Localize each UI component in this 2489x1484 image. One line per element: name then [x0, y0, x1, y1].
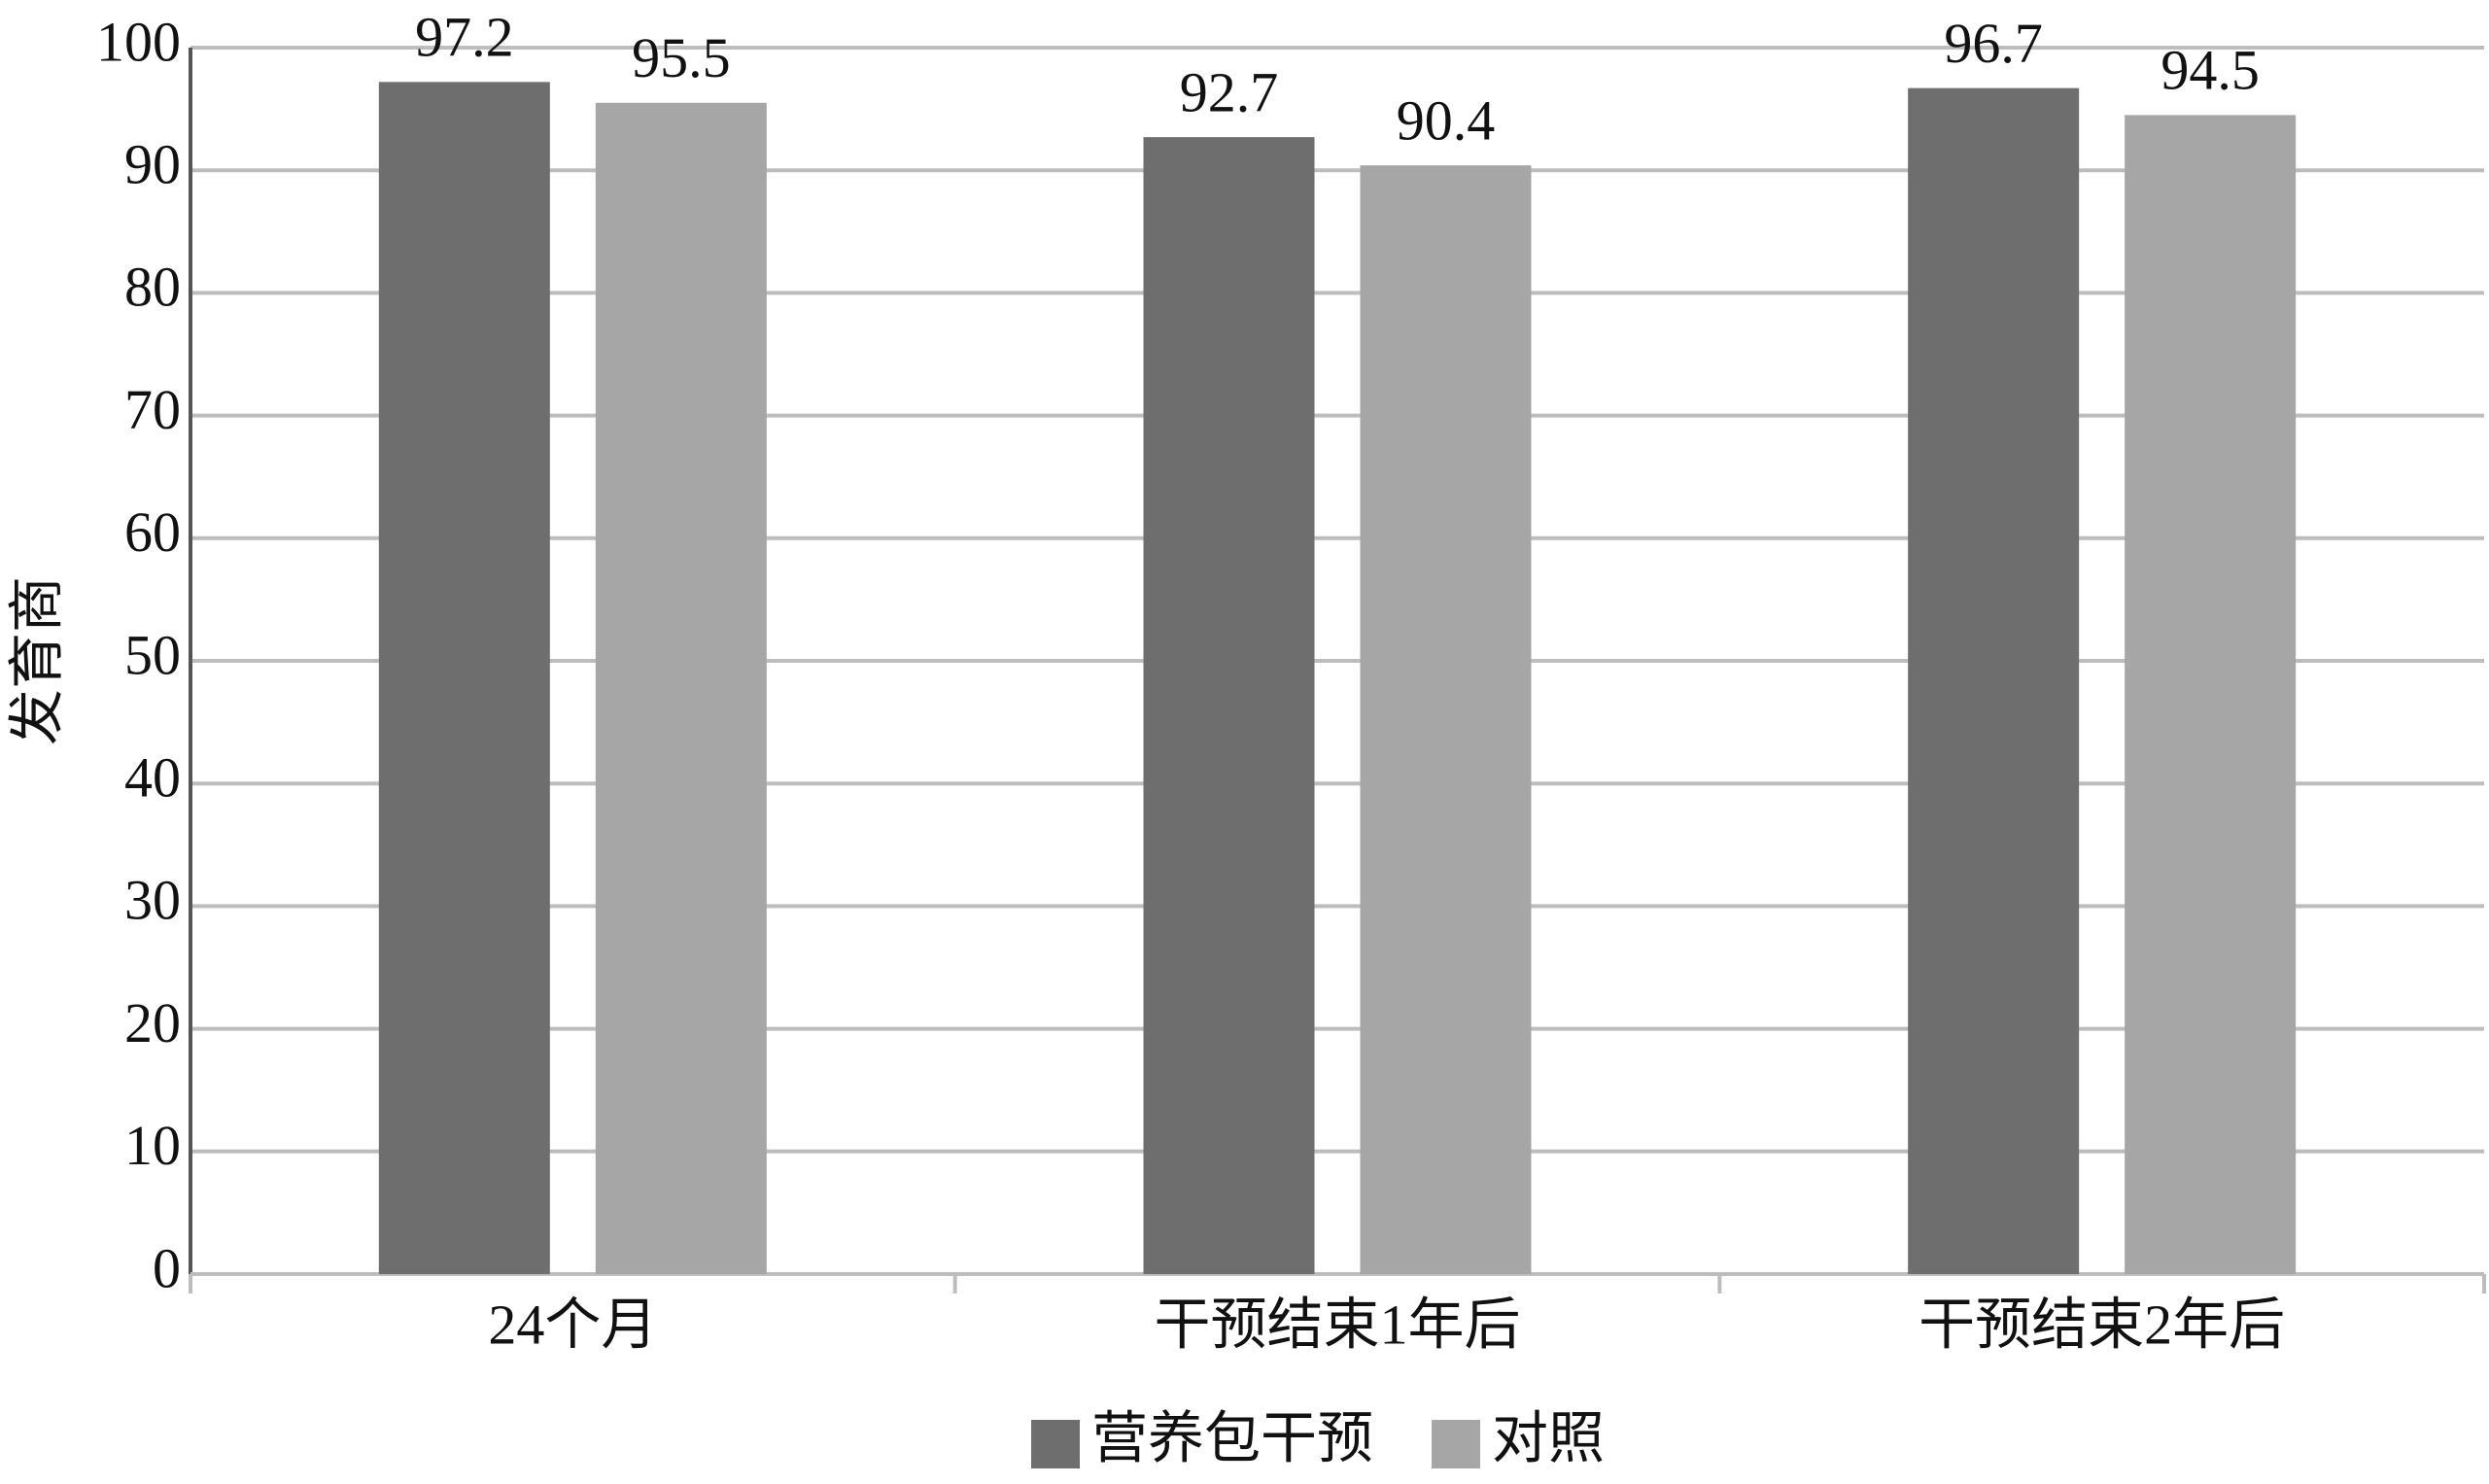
value-label: 95.5 — [632, 26, 731, 89]
bar — [595, 102, 767, 1274]
value-label: 90.4 — [1397, 88, 1496, 152]
legend-label: 营养包干预 — [1091, 1406, 1373, 1469]
bar — [378, 82, 550, 1275]
value-label: 94.5 — [2161, 39, 2260, 102]
bar — [1908, 87, 2080, 1274]
bar — [2125, 115, 2297, 1274]
legend-swatch — [1031, 1420, 1080, 1468]
x-tick-label: 干预结束2年后 — [1919, 1293, 2285, 1356]
bar — [1143, 137, 1315, 1275]
y-tick-label: 70 — [124, 378, 181, 441]
value-label: 97.2 — [415, 6, 514, 69]
value-label: 96.7 — [1944, 12, 2043, 75]
legend-swatch — [1432, 1420, 1481, 1468]
y-tick-label: 50 — [124, 623, 181, 686]
bar — [1360, 165, 1532, 1275]
y-tick-label: 100 — [96, 10, 181, 73]
x-tick-label: 24个月 — [488, 1293, 657, 1356]
y-tick-label: 30 — [124, 869, 181, 932]
y-tick-label: 80 — [124, 256, 181, 319]
x-tick-label: 干预结束1年后 — [1154, 1293, 1520, 1356]
y-tick-label: 20 — [124, 991, 181, 1054]
y-tick-label: 40 — [124, 746, 181, 810]
y-tick-label: 60 — [124, 500, 181, 564]
y-tick-label: 0 — [153, 1236, 181, 1299]
y-axis-label: 发育商 — [5, 576, 68, 745]
legend-label: 对照 — [1492, 1406, 1605, 1469]
y-tick-label: 90 — [124, 133, 181, 196]
y-tick-label: 10 — [124, 1114, 181, 1177]
value-label: 92.7 — [1180, 60, 1279, 123]
